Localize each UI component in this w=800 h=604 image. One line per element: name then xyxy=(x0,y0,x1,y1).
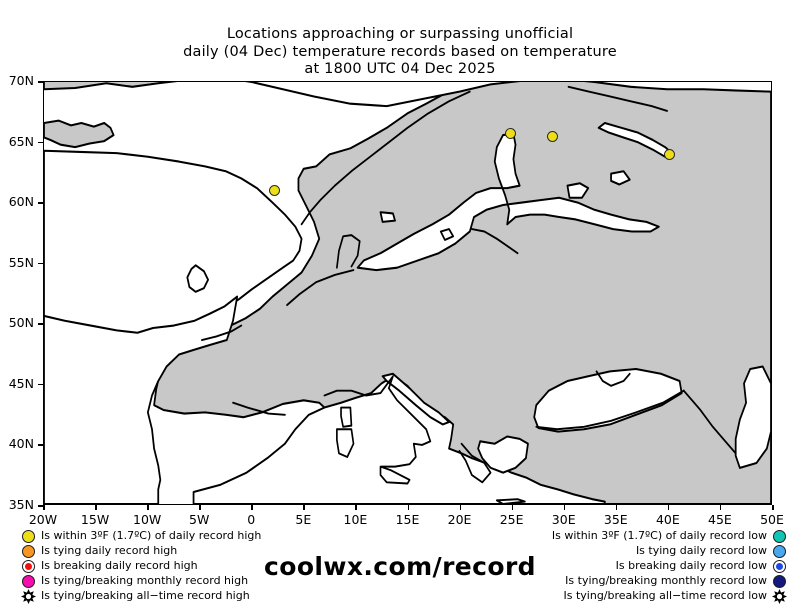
legend-item: Is tying daily record high xyxy=(22,544,352,559)
legend-item-label: Is tying daily record low xyxy=(635,544,767,557)
x-axis-tick xyxy=(199,505,201,510)
legend-item: Is tying/breaking monthly record low xyxy=(446,574,786,589)
legend-item-label: Is tying/breaking all−time record high xyxy=(41,589,250,602)
legend-item-label: Is tying daily record high xyxy=(41,544,178,557)
legend-item-label: Is breaking daily record high xyxy=(41,559,198,572)
y-axis-label: 50N xyxy=(8,315,34,331)
x-axis-label: 35E xyxy=(603,512,628,527)
watermark-link[interactable]: coolwx.com/record xyxy=(264,552,536,581)
map-plot-area xyxy=(43,81,772,505)
record-station-dot[interactable] xyxy=(663,148,675,160)
x-axis-label: 15W xyxy=(80,512,110,527)
legend-item: Is breaking daily record low xyxy=(446,559,786,574)
x-axis-tick xyxy=(407,505,409,510)
solid-circle-icon xyxy=(773,544,786,558)
title-line-2: daily (04 Dec) temperature records based… xyxy=(183,43,617,60)
x-axis-label: 20W xyxy=(28,512,58,527)
x-axis-label: 10E xyxy=(343,512,368,527)
ringed-circle-icon xyxy=(773,559,786,573)
x-axis-tick xyxy=(43,505,45,510)
map-coastlines xyxy=(44,82,771,504)
ringed-circle-icon xyxy=(22,559,35,573)
x-axis-tick xyxy=(251,505,253,510)
y-axis-tick xyxy=(38,444,43,446)
y-axis-label: 55N xyxy=(8,254,34,270)
solid-circle-icon xyxy=(773,529,786,543)
x-axis-tick xyxy=(511,505,514,510)
x-axis-label: 0 xyxy=(247,512,256,527)
x-axis-tick xyxy=(459,505,462,510)
x-axis-label: 40E xyxy=(655,512,680,527)
legend-item-label: Is within 3ºF (1.7ºC) of daily record lo… xyxy=(551,529,767,542)
solid-circle-icon xyxy=(22,529,35,543)
legend-item-label: Is tying/breaking monthly record low xyxy=(565,574,767,587)
x-axis-label: 45E xyxy=(708,512,732,527)
x-axis-tick xyxy=(147,505,149,510)
y-axis-tick xyxy=(38,81,43,83)
record-station-dot[interactable] xyxy=(547,130,559,142)
x-axis-label: 50E xyxy=(760,512,784,527)
x-axis-tick xyxy=(615,505,618,510)
legend-item-label: Is tying/breaking all−time record low xyxy=(563,589,768,602)
y-axis-label: 70N xyxy=(8,73,34,88)
x-axis-tick xyxy=(719,505,722,510)
y-axis-tick xyxy=(38,323,43,325)
solid-circle-icon xyxy=(22,544,35,558)
x-axis-tick xyxy=(772,505,774,510)
all-time-record-burst-icon xyxy=(772,588,787,604)
y-axis-label: 60N xyxy=(8,194,34,210)
record-station-dot[interactable] xyxy=(269,184,281,196)
legend-item: Is within 3ºF (1.7ºC) of daily record hi… xyxy=(22,529,352,544)
record-station-dot[interactable] xyxy=(504,128,516,140)
y-axis-label: 35N xyxy=(8,497,34,512)
legend-item: Is tying/breaking all−time record low xyxy=(446,588,787,604)
legend-record-high: Is within 3ºF (1.7ºC) of daily record hi… xyxy=(21,529,352,604)
title-line-1: Locations approaching or surpassing unof… xyxy=(226,26,574,42)
all-time-record-burst-icon xyxy=(21,588,36,604)
legend-item: Is breaking daily record high xyxy=(22,559,352,574)
x-axis-label: 30E xyxy=(551,512,576,527)
legend-item-label: Is within 3ºF (1.7ºC) of daily record hi… xyxy=(41,529,262,542)
x-axis-tick xyxy=(95,505,97,510)
x-axis-label: 25E xyxy=(499,512,524,527)
legend-item: Is tying daily record low xyxy=(446,544,786,559)
legend-item: Is within 3ºF (1.7ºC) of daily record lo… xyxy=(446,529,786,544)
x-axis-label: 10W xyxy=(133,512,162,527)
title-line-3: at 1800 UTC 04 Dec 2025 xyxy=(304,61,496,77)
legend-record-low: Is within 3ºF (1.7ºC) of daily record lo… xyxy=(446,529,787,604)
y-axis-label: 45N xyxy=(8,375,34,391)
x-axis-tick xyxy=(667,505,670,510)
x-axis-label: 5E xyxy=(295,512,312,527)
x-axis-label: 5W xyxy=(189,512,210,527)
x-axis-tick xyxy=(303,505,305,510)
y-axis-tick xyxy=(38,505,43,507)
y-axis-label: 40N xyxy=(8,436,34,452)
legend-item-label: Is breaking daily record low xyxy=(615,559,767,572)
y-axis-tick xyxy=(38,202,43,204)
x-axis-label: 15E xyxy=(395,512,420,527)
solid-circle-icon xyxy=(773,574,786,588)
y-axis-label: 65N xyxy=(8,133,34,149)
legend-item-label: Is tying/breaking monthly record high xyxy=(41,574,249,587)
page-title: Locations approaching or surpassing unof… xyxy=(0,26,800,79)
y-axis-tick xyxy=(38,383,43,386)
x-axis-tick xyxy=(563,505,566,510)
y-axis-tick xyxy=(38,262,43,265)
x-axis-tick xyxy=(355,505,357,510)
y-axis-tick xyxy=(38,141,43,144)
legend-item: Is tying/breaking monthly record high xyxy=(22,574,352,589)
solid-circle-icon xyxy=(22,574,35,588)
x-axis-label: 20E xyxy=(447,512,472,527)
legend-item: Is tying/breaking all−time record high xyxy=(21,588,352,604)
